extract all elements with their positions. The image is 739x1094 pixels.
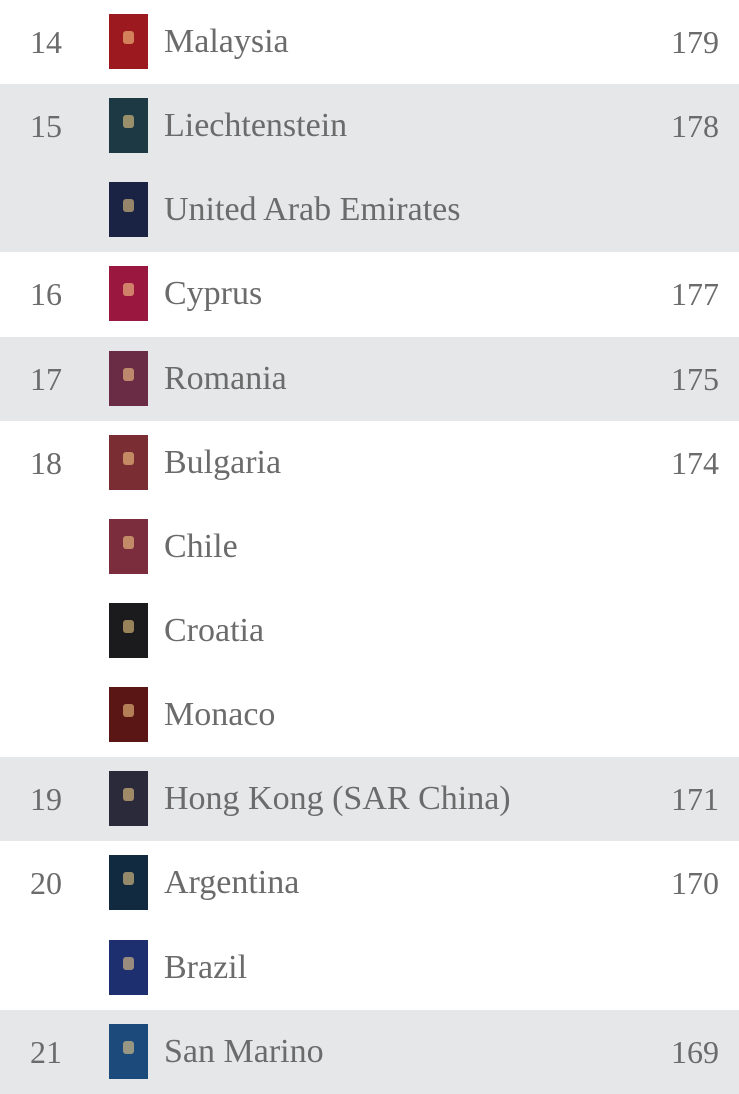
passport-icon	[109, 518, 148, 574]
country-row: 14 Malaysia 179	[0, 0, 739, 84]
rank: 20	[30, 865, 62, 902]
rank-group: 15 Liechtenstein 178 United Arab Emirates	[0, 84, 739, 253]
rank-group: 21 San Marino 169	[0, 1009, 739, 1094]
score: 169	[671, 1033, 719, 1070]
score: 178	[671, 108, 719, 145]
rank-group: 19 Hong Kong (SAR China) 171	[0, 757, 739, 842]
rank-group: 20 Argentina 170 Brazil	[0, 841, 739, 1009]
country-name: Malaysia	[164, 23, 289, 60]
country-name: Chile	[164, 527, 238, 565]
rank: 21	[30, 1033, 62, 1070]
rank: 17	[30, 360, 62, 397]
country-row: Croatia	[0, 589, 739, 673]
rank-group: 17 Romania 175	[0, 336, 739, 421]
country-name: Croatia	[164, 611, 265, 649]
passport-icon	[109, 771, 148, 827]
rank: 14	[30, 24, 62, 60]
country-row: Monaco	[0, 673, 739, 757]
rank: 18	[30, 444, 62, 481]
country-name: Brazil	[164, 948, 248, 986]
country-row: 20 Argentina 170	[0, 841, 739, 925]
country-row: 16 Cyprus 177	[0, 252, 739, 336]
rank-group: 18 Bulgaria 174 Chile Croatia Monaco	[0, 421, 739, 758]
country-row: 19 Hong Kong (SAR China) 171	[0, 757, 739, 841]
passport-icon	[109, 350, 148, 406]
score: 170	[671, 865, 719, 902]
passport-icon	[109, 98, 148, 154]
country-name: San Marino	[164, 1032, 324, 1070]
country-name: Monaco	[164, 696, 276, 734]
score: 171	[671, 781, 719, 818]
country-row: 18 Bulgaria 174	[0, 421, 739, 505]
country-row: 17 Romania 175	[0, 337, 739, 421]
country-name: Romania	[164, 359, 287, 397]
country-row: 15 Liechtenstein 178	[0, 84, 739, 168]
country-name: Bulgaria	[164, 443, 282, 481]
passport-icon	[109, 687, 148, 743]
country-name: Liechtenstein	[164, 107, 348, 145]
score: 179	[671, 24, 719, 60]
rank: 15	[30, 108, 62, 145]
score: 175	[671, 360, 719, 397]
country-name: United Arab Emirates	[164, 191, 461, 229]
score: 174	[671, 444, 719, 481]
country-name: Argentina	[164, 864, 300, 902]
passport-icon	[109, 14, 148, 69]
passport-icon	[109, 182, 148, 238]
rank-group: 14 Malaysia 179	[0, 0, 739, 84]
country-row: Chile	[0, 505, 739, 589]
country-name: Cyprus	[164, 275, 263, 313]
passport-icon	[109, 855, 148, 911]
rank: 16	[30, 276, 62, 313]
passport-icon	[109, 1023, 148, 1079]
score: 177	[671, 276, 719, 313]
passport-icon	[109, 434, 148, 490]
rank: 19	[30, 781, 62, 818]
passport-icon	[109, 602, 148, 658]
country-row: 21 San Marino 169	[0, 1010, 739, 1094]
country-name: Hong Kong (SAR China)	[164, 780, 511, 818]
country-row: Brazil	[0, 926, 739, 1010]
passport-icon	[109, 939, 148, 995]
rank-group: 16 Cyprus 177	[0, 252, 739, 336]
country-row: United Arab Emirates	[0, 168, 739, 252]
passport-icon	[109, 266, 148, 322]
